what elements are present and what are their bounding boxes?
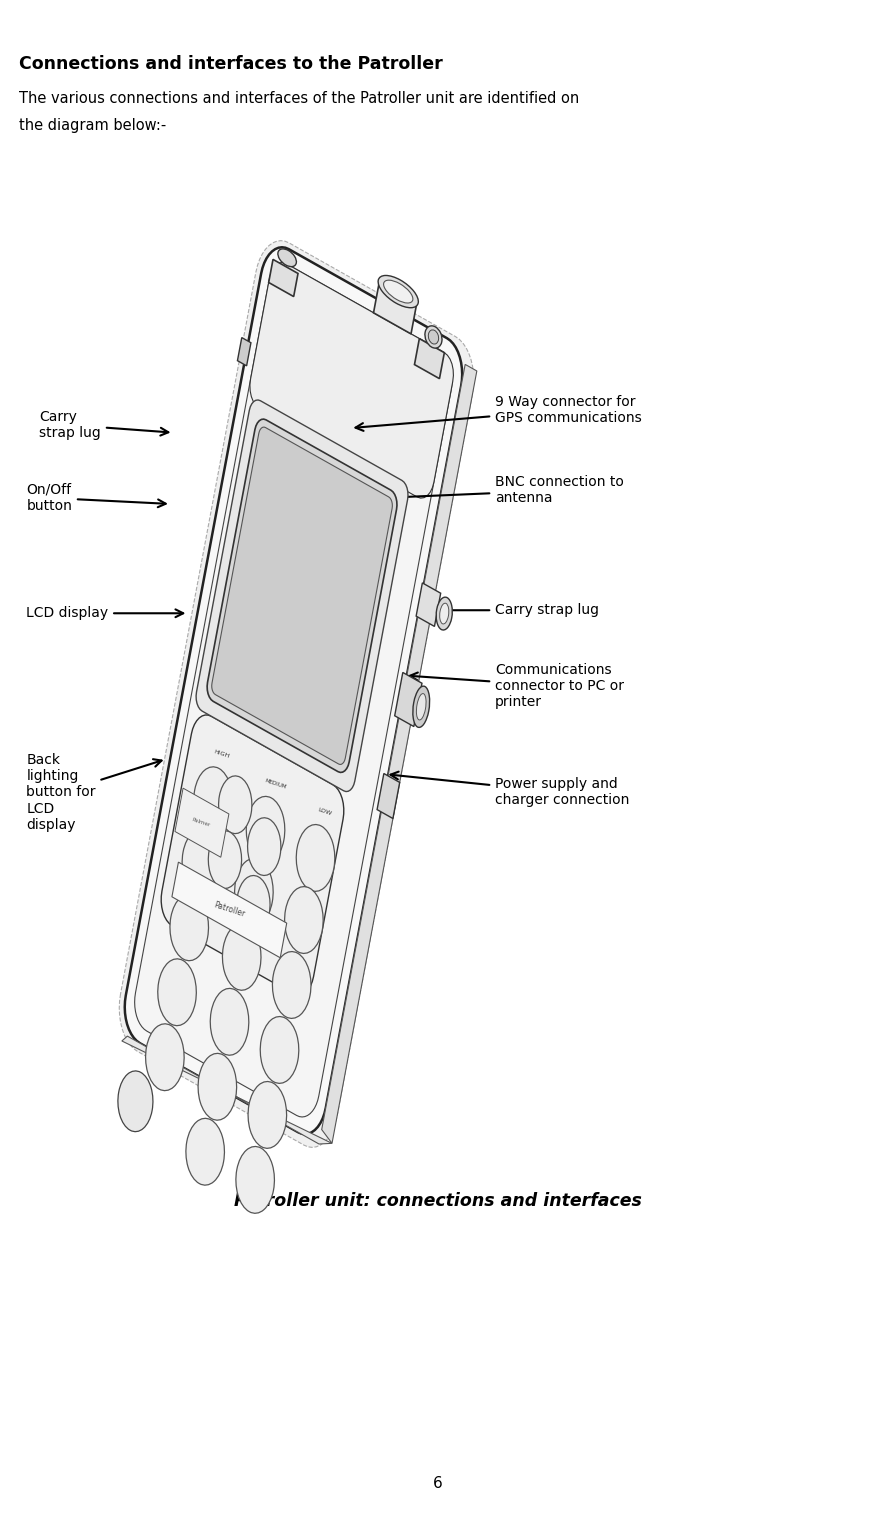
Polygon shape <box>416 583 441 627</box>
Polygon shape <box>269 260 298 296</box>
Text: On/Off
button: On/Off button <box>26 483 166 513</box>
Text: 9 Way connector for
GPS communications: 9 Way connector for GPS communications <box>356 395 642 431</box>
Ellipse shape <box>416 694 426 720</box>
Polygon shape <box>237 337 251 366</box>
Ellipse shape <box>440 603 449 624</box>
Ellipse shape <box>248 1081 286 1148</box>
Polygon shape <box>161 715 343 996</box>
Ellipse shape <box>219 776 252 833</box>
Text: BNC connection to
antenna: BNC connection to antenna <box>388 475 624 505</box>
Ellipse shape <box>170 894 208 961</box>
Text: Back
lighting
button for
LCD
display: Back lighting button for LCD display <box>26 753 161 832</box>
Ellipse shape <box>186 1119 224 1186</box>
Polygon shape <box>395 672 422 727</box>
Polygon shape <box>196 399 408 791</box>
Polygon shape <box>414 339 444 378</box>
Ellipse shape <box>198 1053 237 1120</box>
Text: Communications
connector to PC or
printer: Communications connector to PC or printe… <box>410 663 624 709</box>
Ellipse shape <box>428 329 439 345</box>
Polygon shape <box>175 788 229 858</box>
Text: 6: 6 <box>433 1475 443 1491</box>
Text: LCD display: LCD display <box>26 606 183 621</box>
Ellipse shape <box>235 859 273 926</box>
Polygon shape <box>172 862 286 958</box>
Text: Patroller unit: connections and interfaces: Patroller unit: connections and interfac… <box>234 1192 642 1210</box>
Ellipse shape <box>413 686 429 727</box>
Ellipse shape <box>248 818 281 876</box>
Ellipse shape <box>118 1070 153 1131</box>
Text: The various connections and interfaces of the Patroller unit are identified on: The various connections and interfaces o… <box>19 91 580 106</box>
Ellipse shape <box>285 887 323 953</box>
Polygon shape <box>373 281 417 334</box>
Ellipse shape <box>425 326 442 348</box>
Polygon shape <box>250 263 454 498</box>
Text: LOW: LOW <box>316 808 332 817</box>
Text: the diagram below:-: the diagram below:- <box>19 118 166 134</box>
Text: HIGH: HIGH <box>213 750 230 759</box>
Ellipse shape <box>158 959 196 1026</box>
Ellipse shape <box>378 275 419 308</box>
Ellipse shape <box>296 824 335 891</box>
Ellipse shape <box>260 1017 299 1084</box>
Ellipse shape <box>436 597 452 630</box>
Ellipse shape <box>208 830 242 888</box>
Text: Patroller: Patroller <box>213 900 246 920</box>
Polygon shape <box>207 419 397 773</box>
Text: Carry
strap lug: Carry strap lug <box>39 410 168 440</box>
Text: Carry strap lug: Carry strap lug <box>421 603 599 618</box>
Polygon shape <box>212 427 392 765</box>
Ellipse shape <box>272 952 311 1019</box>
Text: Palmer: Palmer <box>192 817 211 827</box>
Ellipse shape <box>145 1023 184 1090</box>
Ellipse shape <box>246 797 285 864</box>
Ellipse shape <box>182 829 221 896</box>
Ellipse shape <box>210 988 249 1055</box>
Ellipse shape <box>194 767 232 833</box>
Polygon shape <box>119 241 474 1148</box>
Ellipse shape <box>236 1146 274 1213</box>
Polygon shape <box>135 264 452 1117</box>
Ellipse shape <box>278 249 296 267</box>
Polygon shape <box>377 774 399 818</box>
Ellipse shape <box>223 923 261 990</box>
Polygon shape <box>124 247 463 1134</box>
Text: MEDIUM: MEDIUM <box>265 779 287 791</box>
Ellipse shape <box>384 281 413 304</box>
Polygon shape <box>122 1037 332 1145</box>
Text: Power supply and
charger connection: Power supply and charger connection <box>391 771 629 808</box>
Text: Connections and interfaces to the Patroller: Connections and interfaces to the Patrol… <box>19 55 443 73</box>
Ellipse shape <box>237 876 270 934</box>
Polygon shape <box>321 364 477 1143</box>
